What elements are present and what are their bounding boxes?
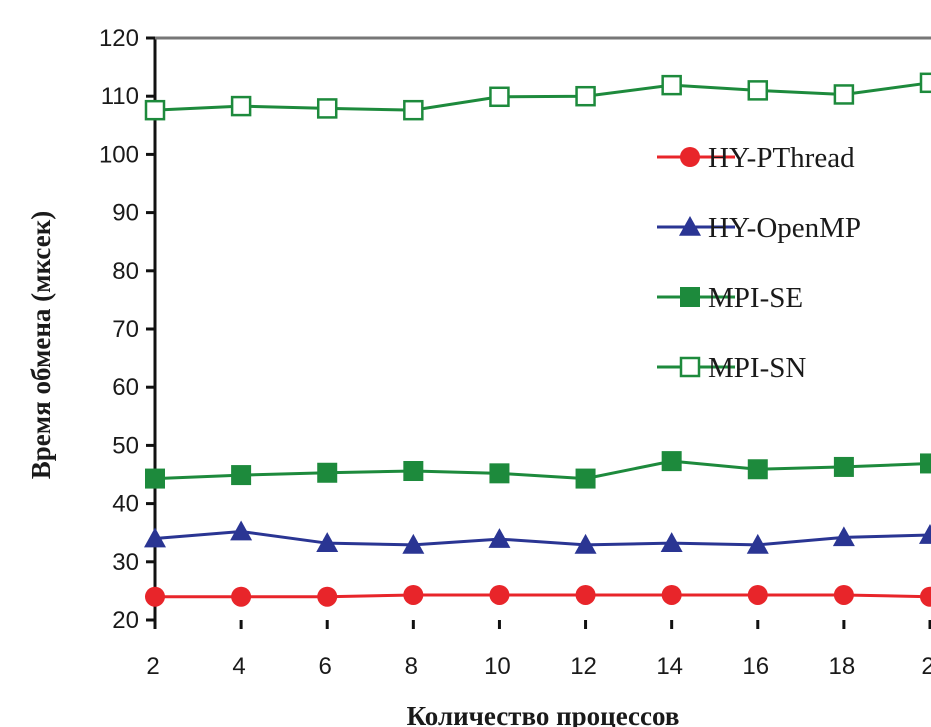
data-point (402, 533, 425, 554)
data-point (574, 533, 597, 554)
series-hy-pthread (145, 584, 931, 607)
data-point (489, 463, 510, 484)
legend-label: HY-OpenMP (708, 212, 861, 244)
y-ticks: 20 30 40 50 60 70 80 90 100 110 120 (99, 25, 155, 634)
series-line (154, 459, 931, 481)
series-line (155, 593, 931, 599)
x-tick-label: 2 (146, 653, 159, 680)
data-point (747, 80, 769, 101)
legend-marker (679, 356, 701, 378)
x-axis-title: Количество процессов (407, 701, 680, 727)
data-point (317, 462, 338, 483)
x-tick-label: 16 (742, 653, 769, 680)
y-tick-label: 40 (112, 491, 139, 518)
y-tick-label: 90 (112, 200, 139, 227)
data-point (833, 84, 855, 105)
data-point (575, 584, 596, 605)
data-point (661, 74, 682, 96)
y-tick-label: 120 (99, 25, 139, 52)
data-point (747, 584, 768, 605)
y-tick-label: 70 (112, 316, 139, 343)
data-point (661, 451, 682, 472)
x-tick-label: 8 (405, 653, 418, 680)
data-point (832, 526, 855, 547)
y-tick-label: 110 (101, 83, 139, 110)
data-point (919, 72, 931, 94)
data-point (833, 456, 854, 477)
data-point (231, 586, 252, 607)
data-point (920, 586, 931, 607)
y-tick-label: 60 (112, 374, 139, 401)
data-point (747, 459, 768, 480)
y-tick-label: 50 (112, 432, 139, 459)
data-point (660, 532, 683, 552)
data-point (230, 95, 252, 117)
series-line (154, 81, 931, 112)
x-tick-label: 10 (484, 653, 511, 680)
data-point (489, 86, 510, 108)
legend-entry: MPI-SE (657, 282, 803, 314)
series-hy-openmp (144, 520, 931, 554)
series-line (154, 530, 931, 547)
x-tick-label: 12 (570, 653, 597, 680)
legend-entry: HY-OpenMP (657, 212, 861, 244)
legend-marker (680, 287, 700, 307)
legend: HY-PThread HY-OpenMP MPI-SE MPI-SN (657, 142, 861, 384)
data-point (231, 465, 252, 486)
plot-area (144, 72, 931, 607)
series-mpi-se (145, 451, 931, 489)
legend-label: MPI-SE (708, 282, 803, 314)
y-tick-label: 100 (99, 141, 139, 168)
y-tick-label: 20 (112, 607, 139, 634)
data-point (144, 99, 166, 121)
data-point (316, 532, 339, 552)
y-tick-label: 80 (112, 258, 139, 285)
data-point (746, 533, 769, 554)
x-tick-label: 14 (656, 653, 683, 680)
legend-marker (679, 216, 701, 236)
data-point (489, 584, 510, 605)
x-tick-label: 6 (319, 653, 332, 680)
series-mpi-sn (144, 72, 931, 121)
data-point (575, 85, 596, 107)
data-point (920, 453, 931, 474)
data-point (145, 586, 165, 607)
data-point (403, 99, 424, 121)
axes: 20 30 40 50 60 70 80 90 100 110 120 2 4 6 8 10 12 14 16 18… (99, 25, 931, 680)
x-ticks: 2 4 6 8 10 12 14 16 18 2 (146, 620, 931, 680)
data-point (145, 468, 165, 489)
y-tick-label: 30 (112, 549, 139, 576)
data-point (403, 461, 424, 482)
x-tick-label: 18 (829, 653, 856, 680)
x-tick-label: 4 (232, 653, 245, 680)
legend-entry: HY-PThread (657, 142, 855, 174)
data-point (661, 584, 682, 605)
legend-marker (680, 147, 700, 167)
data-point (575, 468, 596, 489)
data-point (488, 528, 511, 548)
legend-entry: MPI-SN (657, 352, 806, 384)
data-point (403, 584, 424, 605)
legend-label: HY-PThread (708, 142, 855, 174)
legend-label: MPI-SN (708, 352, 806, 384)
data-point (230, 520, 253, 541)
data-point (833, 584, 854, 605)
data-point (144, 527, 166, 548)
y-axis-title: Время обмена (мксек) (26, 211, 56, 480)
data-point (317, 586, 338, 607)
data-point (919, 524, 931, 544)
x-tick-label: 2 (921, 653, 931, 680)
data-point (316, 98, 338, 119)
